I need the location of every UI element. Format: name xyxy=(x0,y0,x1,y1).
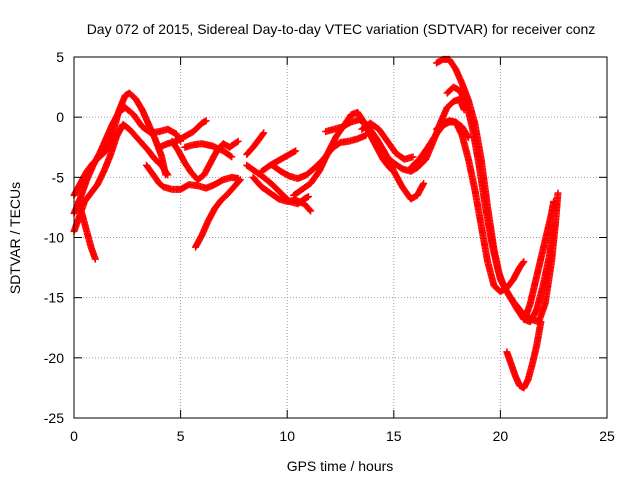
axis-ticks: 0 5 10 15 20 25 5 0 -5 -10 -15 -20 -25 xyxy=(44,49,615,444)
data-series xyxy=(168,137,242,184)
y-tick-label: -5 xyxy=(52,169,65,185)
y-tick-label: -15 xyxy=(44,290,64,306)
data-series xyxy=(70,104,185,217)
y-axis-label: SDTVAR / TECUs xyxy=(7,182,23,294)
data-series xyxy=(522,197,558,320)
data-point xyxy=(292,147,300,155)
y-tick-label: -10 xyxy=(44,230,64,246)
data-point xyxy=(307,207,315,215)
data-point xyxy=(236,176,244,184)
y-tick-label: 5 xyxy=(56,49,64,65)
grid-lines xyxy=(74,57,607,418)
data-point-fill xyxy=(306,206,314,214)
data-point xyxy=(550,197,558,205)
data-point xyxy=(554,189,562,197)
data-series xyxy=(142,161,242,193)
data-point-fill xyxy=(227,152,235,160)
data-points xyxy=(70,55,562,392)
x-axis-label: GPS time / hours xyxy=(287,458,394,474)
data-series xyxy=(443,83,562,326)
data-point-fill xyxy=(233,138,241,146)
data-point xyxy=(234,137,242,145)
chart-title: Day 072 of 2015, Sidereal Day-to-day VTE… xyxy=(87,21,596,37)
data-series xyxy=(249,173,315,215)
data-series xyxy=(381,95,468,175)
data-point xyxy=(260,129,268,137)
data-series xyxy=(70,120,172,235)
data-series xyxy=(290,108,398,199)
y-tick-label: -20 xyxy=(44,350,64,366)
x-tick-label: 25 xyxy=(599,428,615,444)
data-series xyxy=(503,318,545,392)
data-series xyxy=(432,117,528,296)
data-point-fill xyxy=(235,177,243,185)
data-point-fill xyxy=(519,259,527,267)
data-series xyxy=(181,140,236,161)
data-point-fill xyxy=(259,130,267,138)
data-point xyxy=(537,318,545,326)
data-point xyxy=(420,179,428,187)
data-series xyxy=(243,129,268,158)
data-point xyxy=(164,171,172,179)
x-tick-label: 15 xyxy=(386,428,402,444)
x-tick-label: 10 xyxy=(279,428,295,444)
x-tick-label: 20 xyxy=(493,428,509,444)
data-point xyxy=(305,193,313,201)
data-point xyxy=(228,153,236,161)
data-point-fill xyxy=(163,170,171,178)
data-point xyxy=(202,117,210,125)
y-tick-label: -25 xyxy=(44,410,64,426)
x-tick-label: 5 xyxy=(177,428,185,444)
data-series xyxy=(192,176,244,251)
data-point xyxy=(91,255,99,263)
data-point xyxy=(520,258,528,266)
x-tick-label: 0 xyxy=(70,428,78,444)
data-series xyxy=(358,119,417,163)
y-tick-label: 0 xyxy=(56,109,64,125)
data-series xyxy=(74,197,99,263)
data-point xyxy=(409,153,417,161)
